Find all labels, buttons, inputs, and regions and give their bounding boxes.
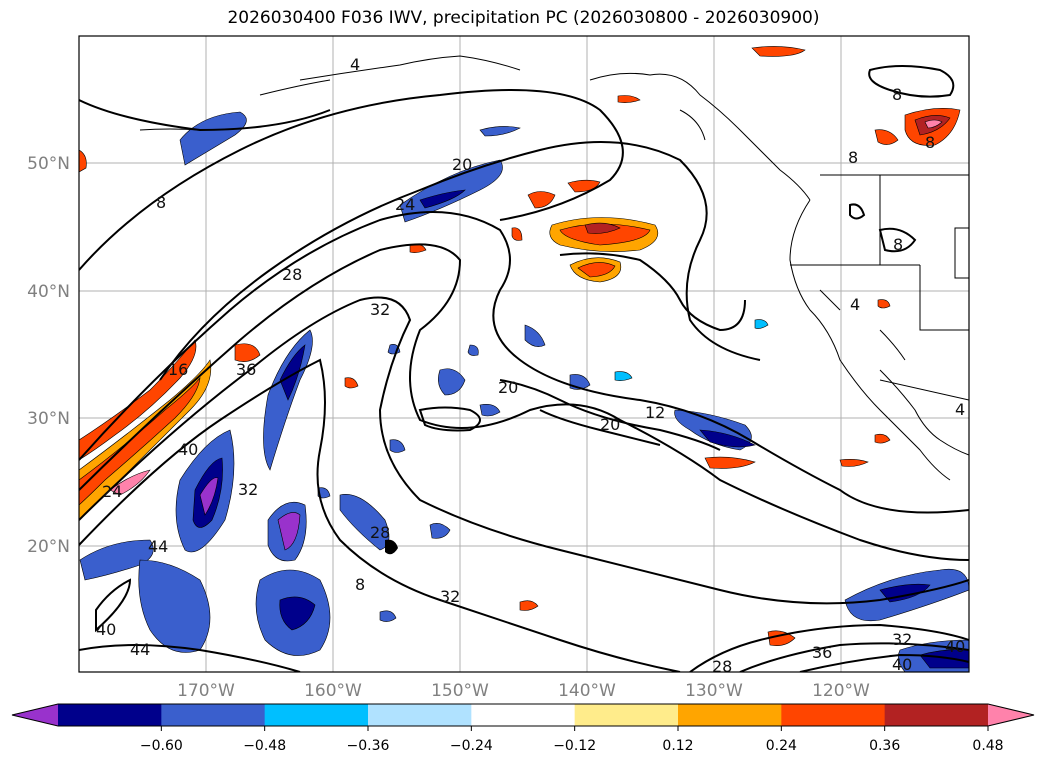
colorbar-tick-label: 0.36 [869, 738, 900, 754]
contour-label: 36 [812, 643, 832, 662]
lat-label-50n: 50°N [27, 154, 70, 174]
colorbar-tick-label: 0.24 [766, 738, 797, 754]
contour-label: 8 [893, 235, 903, 254]
longitude-labels: 170°W 160°W 150°W 140°W 130°W 120°W [177, 681, 870, 701]
map-title: 2026030400 F036 IWV, precipitation PC (2… [227, 8, 820, 28]
colorbar-segment [368, 704, 472, 726]
lon-label-150w: 150°W [431, 681, 489, 701]
colorbar-tick-label: −0.60 [140, 738, 183, 754]
contour-label: 28 [370, 523, 390, 542]
colorbar-segment [471, 704, 576, 726]
contour-label: 12 [645, 403, 665, 422]
contour-label: 40 [892, 655, 912, 674]
lon-label-170w: 170°W [177, 681, 235, 701]
contour-label: 4 [850, 295, 860, 314]
contour-label: 16 [168, 360, 188, 379]
colorbar-segment [161, 704, 266, 726]
colorbar-extend-right [988, 704, 1034, 726]
contour-label: 32 [238, 480, 258, 499]
contour-labels: 8 20 24 28 32 36 16 40 24 32 44 28 40 44… [96, 55, 965, 676]
coastlines [139, 55, 969, 481]
colorbar-tick-label: 0.48 [972, 738, 1003, 754]
contour-label: 8 [892, 85, 902, 104]
iwv-contours [79, 65, 969, 672]
colorbar: −0.60 −0.48 −0.36 −0.24 −0.12 0.12 0.24 0.36 0.4… [11, 703, 1035, 754]
colorbar-segment [678, 704, 782, 726]
colorbar-segment [264, 704, 369, 726]
contour-label: 40 [96, 620, 116, 639]
lon-label-120w: 120°W [812, 681, 870, 701]
contour-label: 40 [178, 440, 198, 459]
contour-label: 8 [156, 193, 166, 212]
colorbar-tick-label: −0.36 [347, 738, 390, 754]
contour-label: 20 [498, 378, 518, 397]
colorbar-segment [58, 704, 162, 726]
contour-label: 32 [370, 300, 390, 319]
contour-label: 4 [350, 55, 360, 74]
lon-label-160w: 160°W [304, 681, 362, 701]
latitude-labels: 50°N 40°N 30°N 20°N [27, 154, 70, 557]
colorbar-extend-left [12, 704, 58, 726]
colorbar-tick-label: −0.48 [243, 738, 286, 754]
hawaii-island [385, 539, 398, 555]
colorbar-segment [781, 704, 886, 726]
lon-label-130w: 130°W [685, 681, 743, 701]
contour-label: 28 [712, 657, 732, 676]
contour-label: 24 [102, 482, 122, 501]
contour-label: 24 [395, 195, 415, 214]
contour-label: 20 [600, 415, 620, 434]
colorbar-tick-label: 0.12 [662, 738, 693, 754]
colorbar-outline [11, 703, 1035, 727]
colorbar-tick-label: −0.12 [553, 738, 596, 754]
colorbar-segment [884, 704, 989, 726]
plot-frame [78, 35, 970, 673]
contour-label: 32 [892, 630, 912, 649]
contour-label: 4 [955, 400, 965, 419]
plot-area [79, 36, 969, 672]
lat-label-30n: 30°N [27, 409, 70, 429]
lat-label-40n: 40°N [27, 282, 70, 302]
contour-label: 8 [355, 575, 365, 594]
colorbar-tick-label: −0.24 [450, 738, 493, 754]
contour-label: 20 [452, 155, 472, 174]
contour-label: 44 [130, 640, 150, 659]
contour-label: 36 [236, 360, 256, 379]
contour-label: 8 [848, 148, 858, 167]
negative-precip-patches [79, 111, 969, 672]
contour-label: 44 [148, 537, 168, 556]
contour-label: 28 [282, 265, 302, 284]
lat-label-20n: 20°N [27, 537, 70, 557]
contour-label: 32 [440, 587, 460, 606]
gridlines [79, 36, 969, 672]
contour-label: 8 [925, 133, 935, 152]
lon-label-140w: 140°W [558, 681, 616, 701]
colorbar-segment [574, 704, 679, 726]
contour-label: 40 [945, 637, 965, 656]
